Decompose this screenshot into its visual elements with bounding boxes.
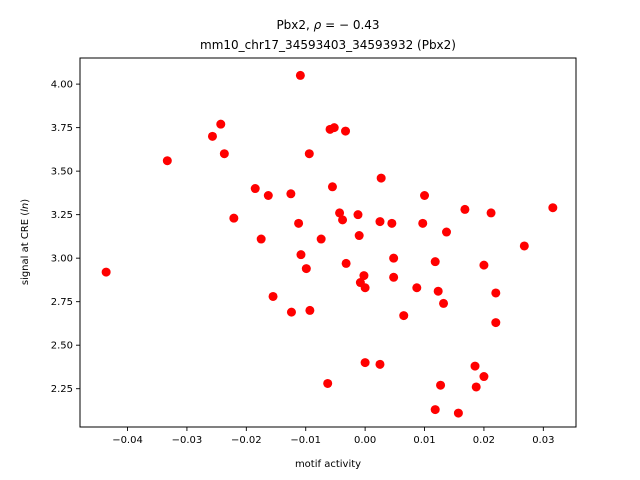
chart-title-line2: mm10_chr17_34593403_34593932 (Pbx2): [200, 38, 456, 52]
data-point: [430, 405, 440, 415]
data-point: [470, 361, 480, 371]
x-tick-label: −0.03: [172, 435, 203, 446]
y-tick-label: 3.00: [51, 254, 73, 265]
data-point: [359, 271, 369, 281]
y-axis: 2.25 2.50 2.75 3.00 3.25 3.50 3.75 4.00: [51, 80, 80, 395]
x-tick-label: 0.00: [354, 435, 376, 446]
data-point: [268, 291, 278, 301]
data-point: [263, 191, 273, 201]
data-point: [479, 372, 489, 382]
data-point: [375, 217, 385, 227]
data-point: [433, 286, 443, 296]
data-point: [162, 156, 172, 166]
data-point: [219, 149, 229, 159]
data-point: [471, 382, 481, 392]
data-point: [353, 210, 363, 220]
data-point: [256, 234, 266, 244]
data-point: [250, 184, 260, 194]
data-point: [412, 283, 422, 293]
chart-title-line1: Pbx2, ρ = − 0.43: [276, 18, 379, 32]
data-point: [375, 359, 385, 369]
data-point: [327, 182, 337, 192]
data-point: [387, 218, 397, 228]
y-tick-label: 3.50: [51, 167, 73, 178]
data-point: [296, 250, 306, 260]
data-point: [305, 305, 315, 315]
data-point: [460, 204, 470, 214]
data-point: [399, 311, 409, 321]
y-tick-label: 2.75: [51, 297, 73, 308]
data-point: [216, 119, 226, 129]
data-point: [439, 298, 449, 308]
data-point: [453, 408, 463, 418]
y-axis-label-text: signal at CRE (: [20, 212, 31, 285]
data-point: [286, 307, 296, 317]
data-point: [229, 213, 239, 223]
y-tick-label: 2.25: [51, 384, 73, 395]
data-point: [207, 131, 217, 141]
data-point: [354, 231, 364, 241]
x-tick-label: −0.04: [112, 435, 143, 446]
data-point: [519, 241, 529, 251]
y-tick-label: 3.75: [51, 123, 73, 134]
data-point: [430, 257, 440, 267]
data-point: [389, 272, 399, 282]
x-axis: −0.04 −0.03 −0.02 −0.01 0.00 0.01 0.02 0.03: [112, 427, 554, 446]
x-tick-label: 0.01: [413, 435, 435, 446]
data-point: [338, 215, 348, 225]
data-point: [360, 283, 370, 293]
data-point: [442, 227, 452, 237]
data-point: [389, 253, 399, 263]
data-point: [304, 149, 314, 159]
data-point: [341, 258, 351, 268]
data-point: [360, 358, 370, 368]
data-point: [316, 234, 326, 244]
x-tick-label: 0.02: [473, 435, 495, 446]
x-tick-label: −0.02: [231, 435, 262, 446]
data-point: [479, 260, 489, 270]
data-point: [335, 208, 345, 218]
data-point: [295, 70, 305, 80]
data-point: [286, 189, 296, 199]
data-point: [491, 318, 501, 328]
x-axis-label: motif activity: [295, 459, 361, 470]
data-point: [491, 288, 501, 298]
data-point: [294, 218, 304, 228]
data-point: [101, 267, 111, 277]
y-axis-label: signal at CRE (ln): [20, 199, 31, 285]
y-axis-label-close: ): [20, 199, 31, 203]
data-point: [418, 218, 428, 228]
data-point: [301, 264, 311, 274]
data-point: [323, 378, 333, 388]
data-point: [329, 123, 339, 133]
y-tick-label: 4.00: [51, 80, 73, 91]
data-point: [420, 191, 430, 201]
data-point: [548, 203, 558, 213]
x-tick-label: −0.01: [290, 435, 321, 446]
plot-frame: [79, 57, 577, 428]
y-axis-label-ln: ln: [20, 203, 31, 212]
data-point: [341, 126, 351, 136]
y-tick-label: 2.50: [51, 341, 73, 352]
data-point: [436, 380, 446, 390]
points-layer: [101, 70, 558, 418]
y-tick-label: 3.25: [51, 210, 73, 221]
data-point: [486, 208, 496, 218]
data-point: [376, 173, 386, 183]
x-tick-label: 0.03: [532, 435, 554, 446]
